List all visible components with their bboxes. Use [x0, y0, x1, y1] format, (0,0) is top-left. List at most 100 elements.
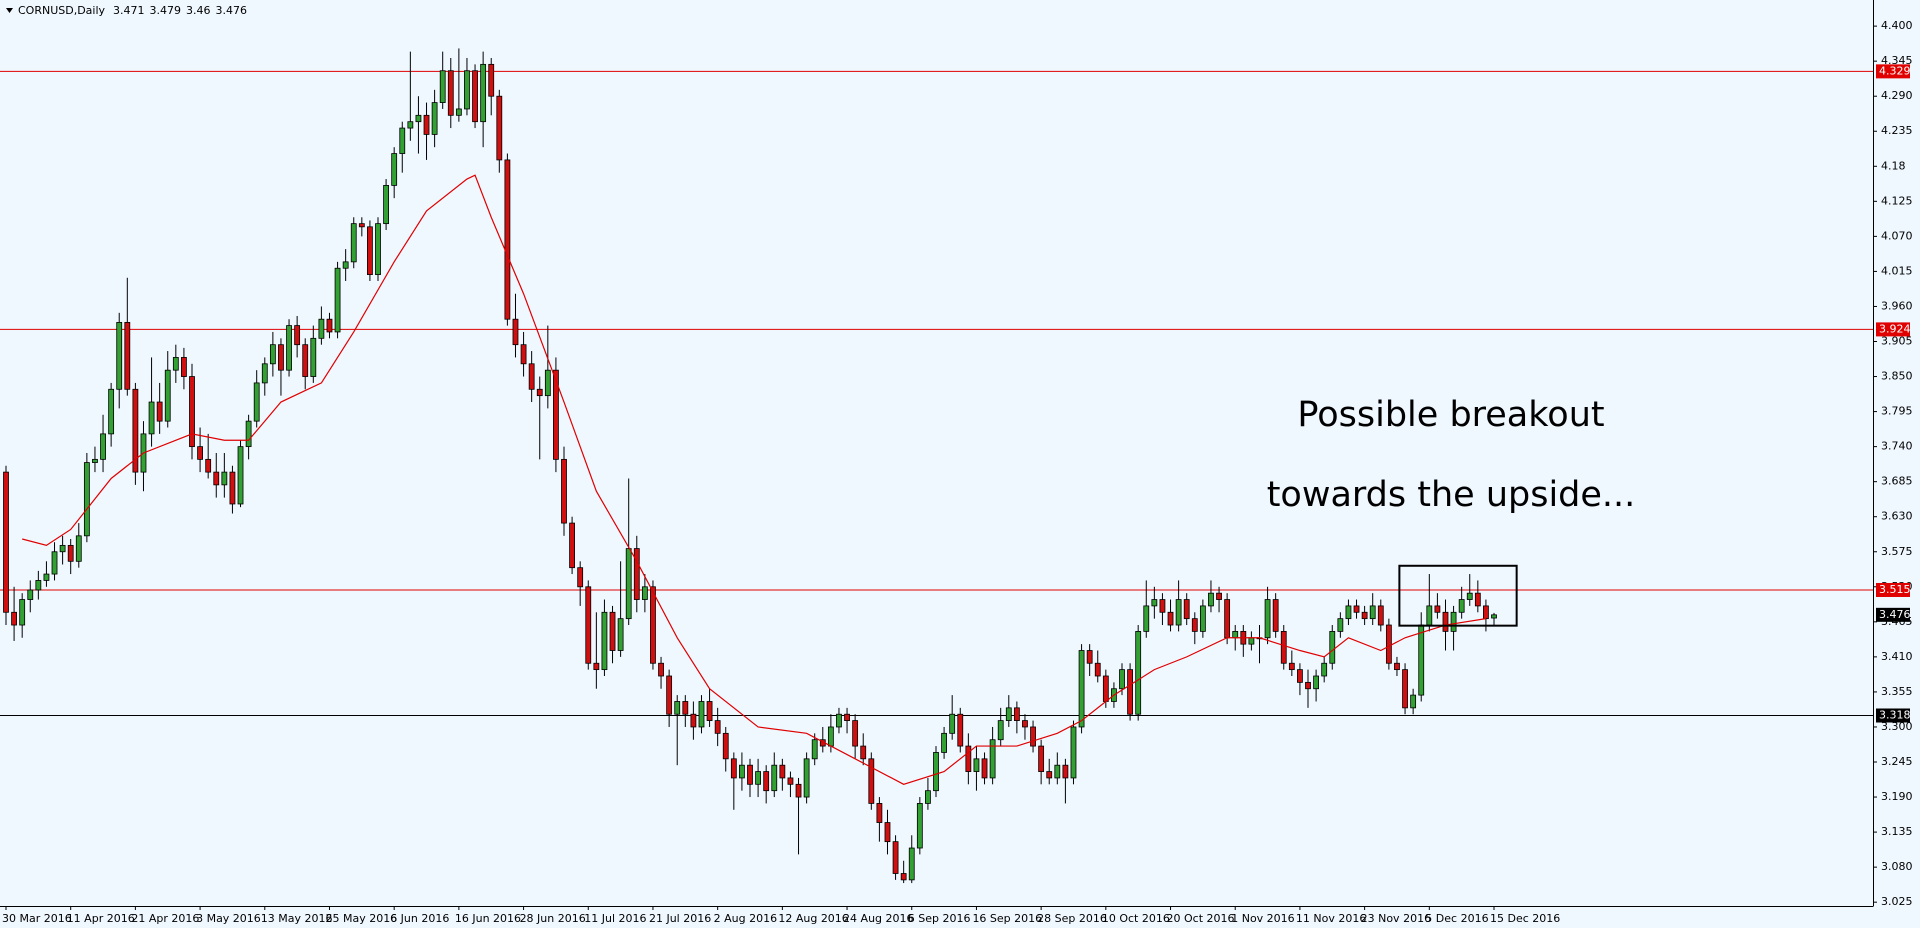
candle-body [11, 611, 17, 626]
candle-body [261, 363, 268, 384]
candle-body [310, 337, 317, 377]
x-tick-label: 2 Aug 2016 [714, 912, 777, 925]
highlight-box [1398, 564, 1518, 627]
y-tick-label: 4.015 [1881, 264, 1913, 277]
y-tick-label: 3.850 [1881, 370, 1913, 383]
candle-body [1086, 650, 1093, 664]
candle-body [852, 720, 859, 747]
x-tick-label: 1 Nov 2016 [1231, 912, 1294, 925]
candle-body [1280, 630, 1287, 664]
candle-body [1410, 694, 1417, 709]
candle-body [1175, 599, 1182, 626]
candle-body [189, 376, 195, 448]
y-tick-label: 3.025 [1881, 895, 1913, 908]
candle-body [35, 580, 42, 591]
candle-body [981, 758, 988, 779]
candle-body [1070, 726, 1077, 779]
candle-body [722, 732, 729, 760]
candle-body [690, 713, 697, 728]
y-tick-label: 3.630 [1881, 510, 1913, 523]
x-tick-label: 16 Sep 2016 [972, 912, 1042, 925]
candle-body [916, 803, 923, 849]
candle-body [536, 388, 543, 397]
candle-body [528, 363, 535, 390]
candle-body [1151, 599, 1158, 607]
level-label: 3.924 [1879, 322, 1911, 335]
x-tick-label: 11 Apr 2016 [67, 912, 135, 925]
level-tag [1876, 582, 1910, 597]
y-tick-label: 3.575 [1881, 545, 1913, 558]
candle-body [213, 471, 220, 486]
candle-body [431, 102, 438, 135]
candle-body [350, 223, 357, 263]
candle-body [253, 382, 260, 422]
candle-body [116, 321, 123, 390]
header-value: 3.476 [216, 4, 248, 17]
candle-body [439, 70, 446, 103]
candle-body [593, 662, 600, 671]
x-tick-label: 28 Jun 2016 [520, 912, 586, 925]
candle-body [698, 701, 705, 728]
candle-body [286, 325, 292, 371]
level-tag [1876, 64, 1910, 79]
candle-body [375, 223, 381, 276]
y-tick-label: 3.905 [1881, 335, 1913, 348]
y-tick-label: 4.125 [1881, 194, 1913, 207]
candle-body [633, 548, 640, 600]
candle-body [83, 462, 90, 537]
candle-body [334, 267, 341, 333]
candle-body [181, 357, 187, 377]
candle-body [197, 446, 203, 460]
menu-arrow[interactable] [6, 8, 13, 13]
y-tick-label: 3.740 [1881, 440, 1913, 453]
candle-body [739, 764, 745, 779]
price-tag [1876, 607, 1910, 622]
candle-body [92, 458, 98, 463]
candle-body [1483, 605, 1489, 620]
candle-body [941, 732, 947, 753]
candle-body [108, 388, 115, 435]
y-tick-label: 3.795 [1881, 405, 1913, 418]
header-value: 3.46 [186, 4, 211, 17]
candle-body [674, 701, 681, 715]
candle-body [755, 771, 761, 785]
candle-body [1474, 592, 1481, 607]
candle-body [302, 344, 309, 377]
candle-body [1450, 611, 1457, 632]
candle-body [1054, 764, 1061, 779]
candle-body [989, 739, 996, 779]
candle-body [164, 369, 171, 422]
x-tick-label: 12 Aug 2016 [778, 912, 848, 925]
candle-body [682, 701, 689, 715]
candle-body [1337, 618, 1344, 632]
candle-body [156, 401, 163, 422]
candle-body [318, 318, 325, 339]
candle-body [617, 618, 624, 651]
y-tick-label: 4.235 [1881, 124, 1913, 137]
candle-body [1127, 669, 1133, 715]
candle-body [1491, 614, 1497, 619]
candle-body [1385, 624, 1392, 664]
y-tick-label: 4.18 [1881, 159, 1906, 172]
candle-body [771, 764, 778, 792]
candle-body [650, 586, 656, 664]
x-tick-label: 5 Dec 2016 [1425, 912, 1488, 925]
x-tick-label: 30 Mar 2016 [2, 912, 72, 925]
candle-body [1078, 650, 1085, 728]
candle-body [27, 589, 34, 600]
candle-body [1458, 599, 1465, 613]
x-tick-label: 20 Oct 2016 [1167, 912, 1235, 925]
x-tick-label: 11 Nov 2016 [1296, 912, 1366, 925]
candle-body [973, 758, 980, 772]
y-tick-label: 3.080 [1881, 860, 1913, 873]
candle-body [811, 739, 818, 760]
candle-body [59, 544, 66, 553]
candle-body [1426, 605, 1433, 626]
candle-body [1102, 675, 1109, 702]
candle-body [1345, 605, 1352, 620]
candle-body [730, 758, 737, 779]
candle-body [569, 522, 575, 569]
candle-body [1402, 669, 1408, 709]
candle-body [488, 63, 495, 97]
candle-body [1062, 764, 1069, 779]
